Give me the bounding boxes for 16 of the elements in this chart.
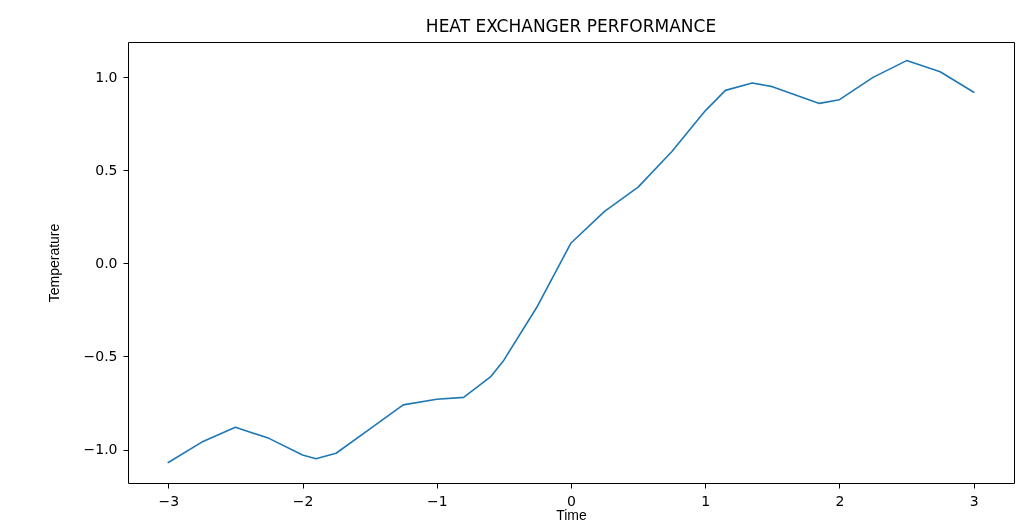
y-axis-title: Temperature (45, 223, 62, 303)
y-tick-label: 1.0 (95, 68, 118, 85)
x-tick-label: −1 (426, 492, 448, 509)
x-tick-label: 1 (701, 492, 711, 509)
x-tick-label: 2 (835, 492, 845, 509)
x-tick-label: 0 (567, 492, 576, 509)
x-axis-title: Time (556, 506, 588, 523)
y-tick-label: −1.0 (83, 441, 118, 458)
y-tick-label: −0.5 (83, 347, 118, 364)
x-tick-label: 3 (969, 492, 979, 509)
x-tick-label: −3 (158, 492, 180, 509)
y-tick-label: 0.5 (95, 161, 118, 178)
chart-title: HEAT EXCHANGER PERFORMANCE (425, 16, 717, 36)
y-tick-label: 0.0 (95, 254, 118, 271)
x-tick-label: −2 (292, 492, 314, 509)
line-series (167, 59, 975, 464)
